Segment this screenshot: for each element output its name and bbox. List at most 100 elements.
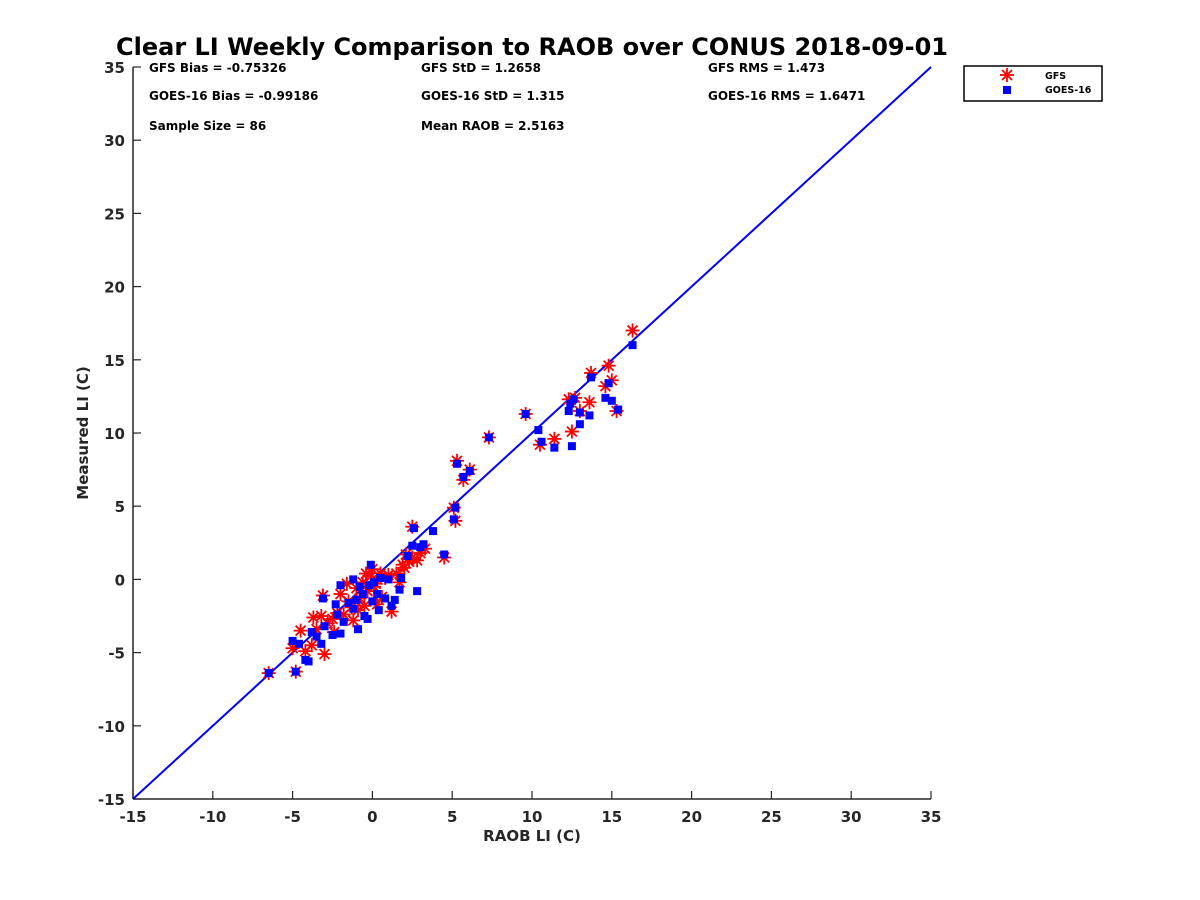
x-tick-label: 15: [601, 808, 622, 826]
goes16-data-point: [304, 657, 313, 666]
goes16-data-point: [484, 433, 493, 442]
goes16-data-point: [465, 467, 474, 476]
goes16-data-point: [363, 614, 372, 623]
goes16-data-point: [575, 408, 584, 417]
y-tick-label: -10: [98, 718, 125, 736]
goes16-data-point: [320, 622, 329, 631]
y-tick-label: 10: [104, 425, 125, 443]
goes16-data-point: [331, 600, 340, 609]
goes16-data-point: [390, 595, 399, 604]
goes16-data-point: [365, 581, 374, 590]
legend-gfs-asterisk: [1000, 68, 1014, 82]
goes16-data-point: [368, 597, 377, 606]
goes16-data-point: [566, 399, 575, 408]
goes16-data-point: [604, 379, 613, 388]
x-tick-label: 30: [841, 808, 862, 826]
legend-box: [963, 65, 1103, 102]
goes16-data-point: [358, 590, 367, 599]
goes16-data-point: [449, 515, 458, 524]
gfs-data-point: [601, 358, 616, 373]
goes16-data-point: [355, 582, 364, 591]
goes16-data-point: [264, 669, 273, 678]
stat-gfs-rms: GFS RMS = 1.473: [708, 61, 825, 75]
goes16-data-point: [537, 437, 546, 446]
gfs-data-point: [625, 323, 640, 338]
gfs-data-point: [304, 638, 319, 653]
y-tick-label: -15: [98, 791, 125, 809]
x-tick-label: 0: [367, 808, 377, 826]
gfs-data-point: [293, 623, 308, 638]
y-tick-label: 30: [104, 132, 125, 150]
goes16-data-point: [333, 610, 342, 619]
goes16-data-point: [336, 629, 345, 638]
y-tick-label: 15: [104, 352, 125, 370]
x-axis-ticks: -15 -10 -5 0 5 10 15 20 25 30 35: [119, 791, 941, 826]
goes16-data-point: [452, 459, 461, 468]
goes16-data-point: [614, 405, 623, 414]
goes16-data-point: [521, 409, 530, 418]
goes16-data-point: [307, 628, 316, 637]
goes16-data-point: [349, 604, 358, 613]
y-axis-label: Measured LI (C): [74, 366, 92, 499]
goes16-data-point: [419, 540, 428, 549]
stat-gfs-bias: GFS Bias = -0.75326: [149, 61, 286, 75]
stat-sample-size: Sample Size = 86: [149, 119, 266, 133]
goes16-data-point: [459, 472, 468, 481]
goes16-data-point: [408, 541, 417, 550]
y-tick-label: 25: [104, 205, 125, 223]
goes16-data-point: [451, 503, 460, 512]
goes16-data-point: [534, 426, 543, 435]
goes16-data-point: [601, 393, 610, 402]
goes16-data-point: [569, 395, 578, 404]
goes16-data-point: [587, 373, 596, 382]
goes16-data-point: [318, 594, 327, 603]
goes16-data-point: [344, 598, 353, 607]
legend-goes16-marker-icon: [1003, 86, 1011, 94]
goes16-data-point: [291, 667, 300, 676]
goes16-data-point: [564, 407, 573, 416]
x-tick-label: 35: [921, 808, 942, 826]
gfs-data-point: [564, 424, 579, 439]
goes16-data-point: [373, 590, 382, 599]
stat-gfs-std: GFS StD = 1.2658: [421, 61, 541, 75]
goes16-data-point: [403, 551, 412, 560]
goes16-data-point: [374, 606, 383, 615]
goes16-data-point: [336, 581, 345, 590]
legend-gfs-marker-icon: [1000, 68, 1014, 82]
goes16-data-point: [384, 575, 393, 584]
goes16-data-point: [354, 625, 363, 634]
y-axis-ticks: -15 -10 -5 0 5 10 15 20 25 30 35: [98, 59, 141, 809]
goes16-data-point: [585, 411, 594, 420]
y-tick-label: 35: [104, 59, 125, 77]
gfs-data-point: [346, 613, 361, 628]
legend: GFS GOES-16: [963, 65, 1103, 102]
gfs-data-point: [582, 395, 597, 410]
x-axis-label: RAOB LI (C): [483, 827, 581, 845]
goes16-data-point: [397, 573, 406, 582]
goes16-data-point: [387, 601, 396, 610]
goes16-data-point: [429, 527, 438, 536]
goes16-data-point: [317, 639, 326, 648]
y-tick-label: 5: [115, 498, 125, 516]
goes16-data-point: [550, 443, 559, 452]
y-tick-label: 20: [104, 279, 125, 297]
x-tick-label: -15: [119, 808, 146, 826]
goes16-data-point: [288, 636, 297, 645]
goes16-data-point: [339, 617, 348, 626]
legend-goes16-label: GOES-16: [1045, 85, 1092, 96]
stat-goes16-std: GOES-16 StD = 1.315: [421, 89, 564, 103]
gfs-data-point: [306, 610, 321, 625]
goes16-data-point: [381, 594, 390, 603]
goes16-data-point: [312, 632, 321, 641]
goes16-data-point: [628, 341, 637, 350]
x-tick-label: 10: [522, 808, 543, 826]
gfs-data-point: [359, 566, 374, 581]
goes16-data-point: [294, 639, 303, 648]
goes16-data-point: [328, 631, 337, 640]
goes16-data-point: [413, 587, 422, 596]
goes16-data-point: [352, 595, 361, 604]
goes16-data-point: [575, 420, 584, 429]
goes16-data-point: [567, 442, 576, 451]
goes16-data-point: [369, 578, 378, 587]
x-tick-label: 25: [761, 808, 782, 826]
